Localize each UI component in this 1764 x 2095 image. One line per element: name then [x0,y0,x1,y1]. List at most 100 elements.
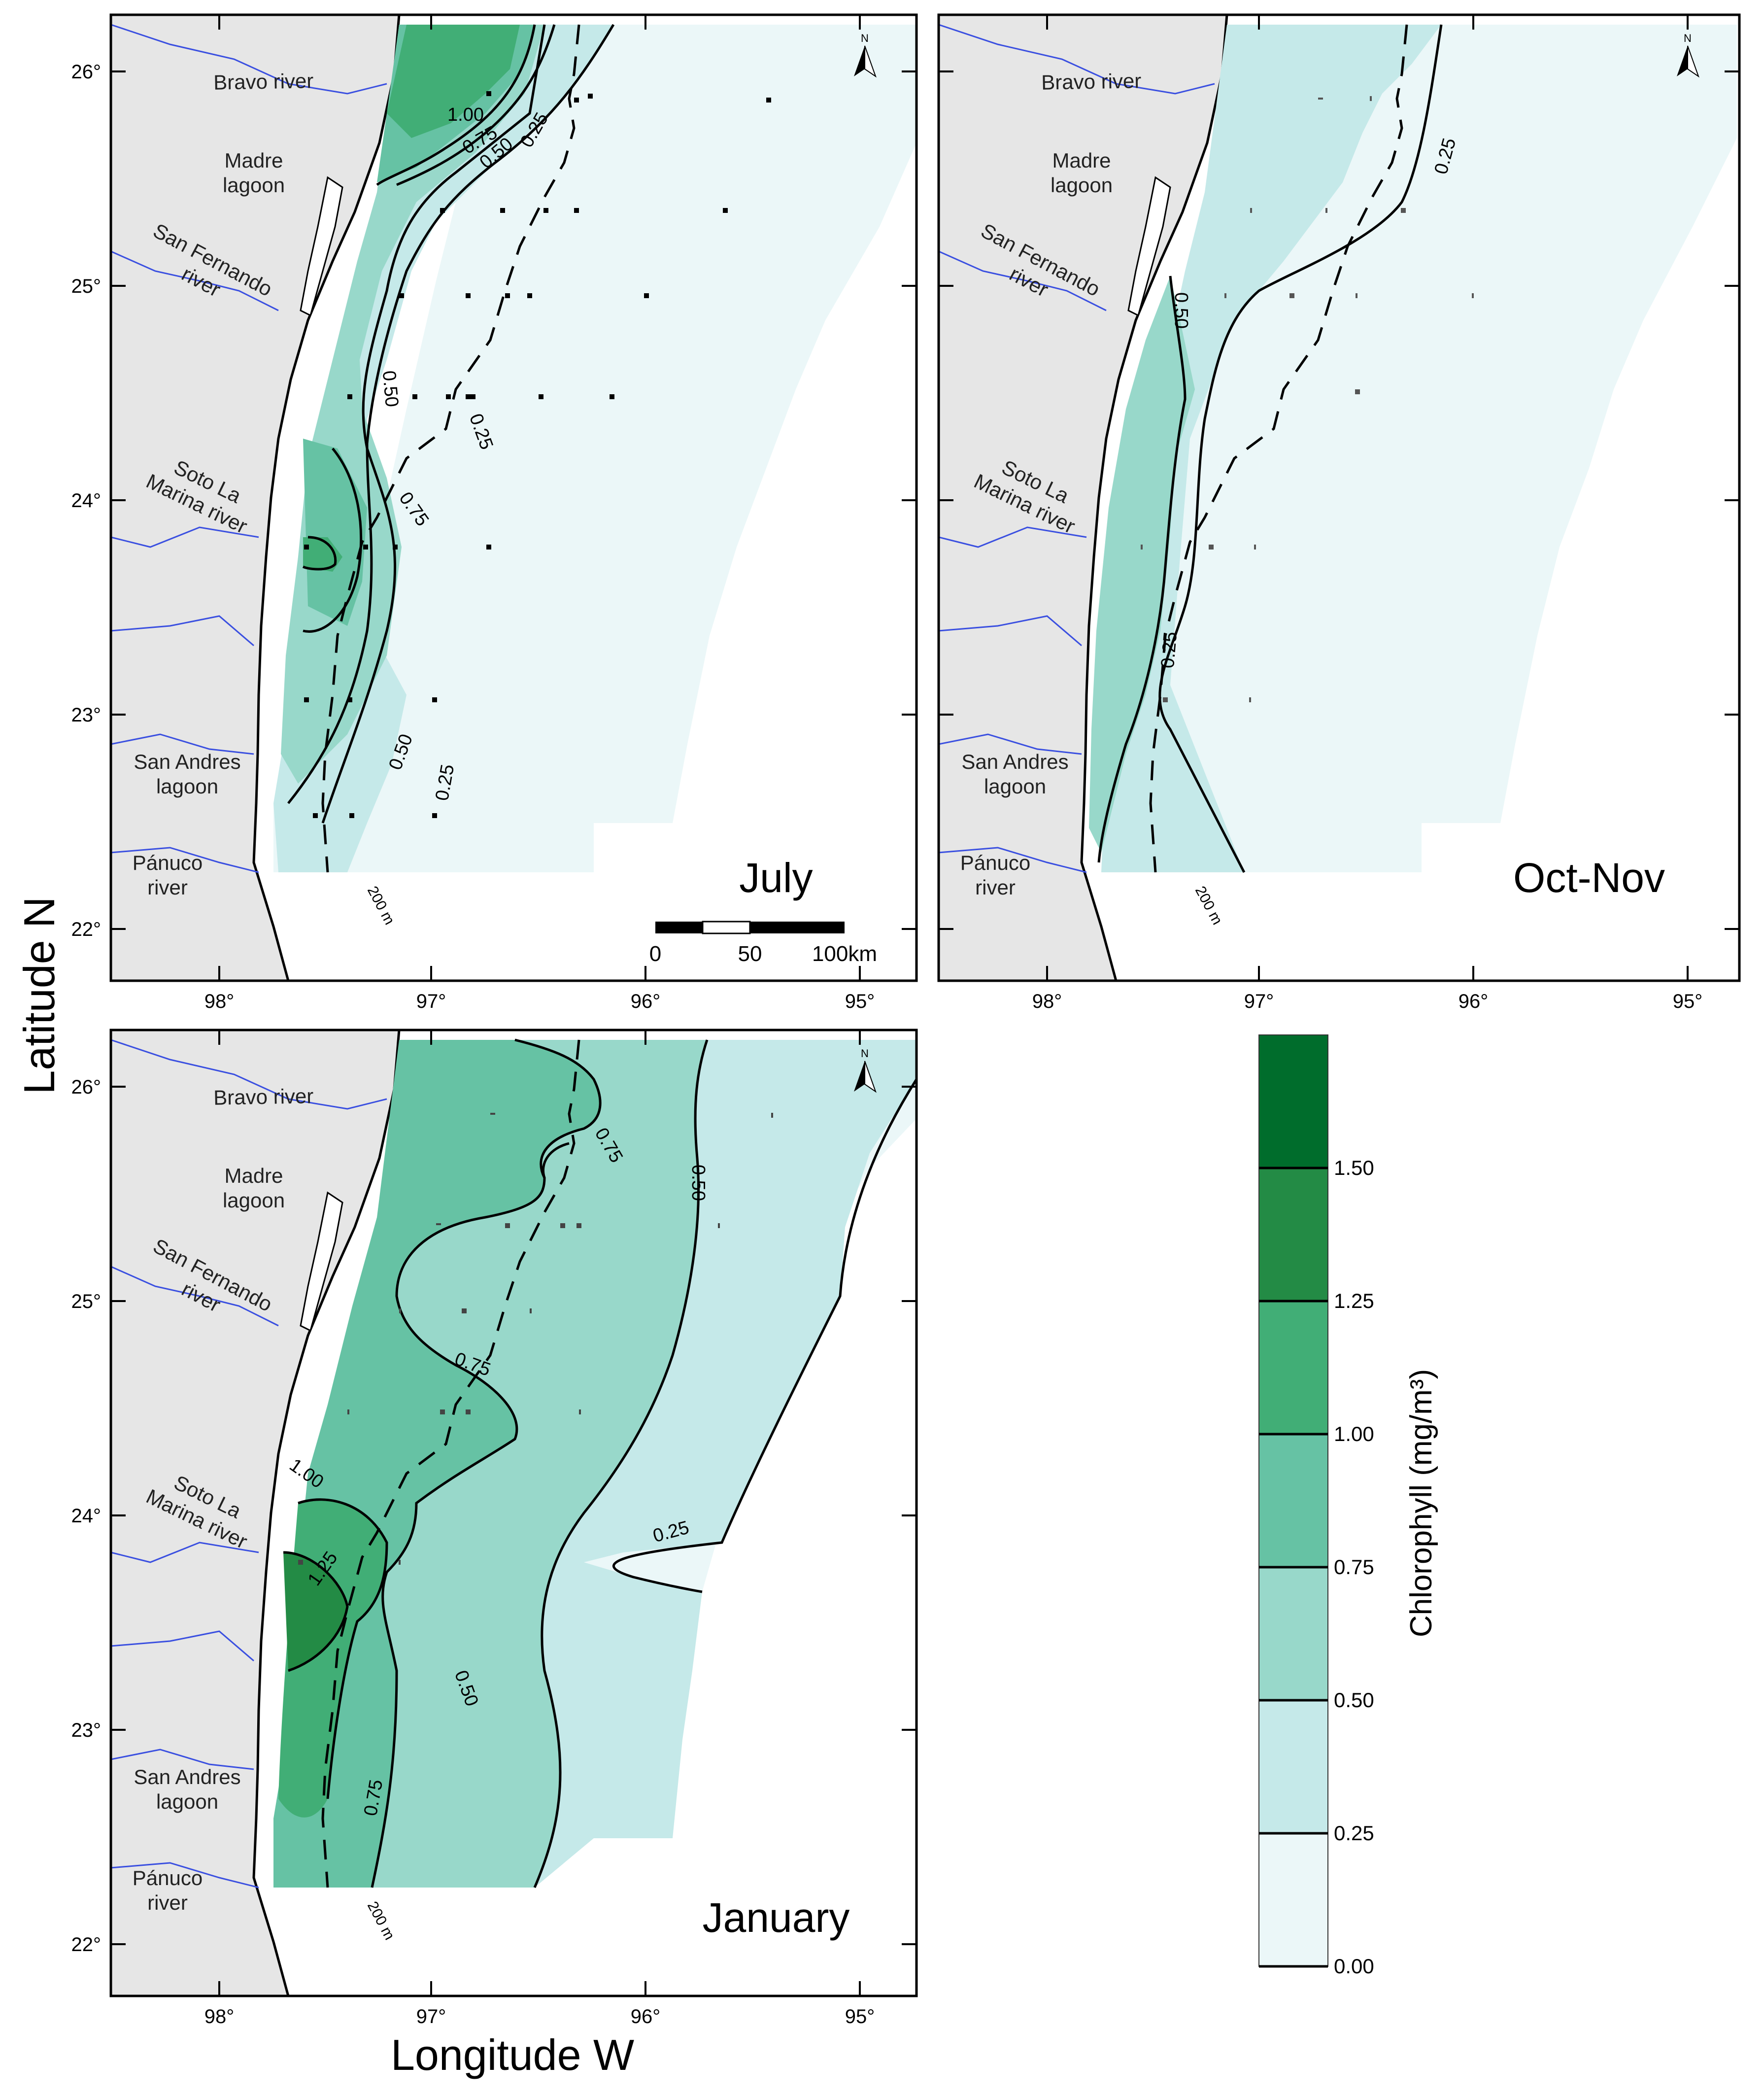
river-line [938,24,1215,95]
zone-0.00-0.25 [273,25,916,872]
lon-tick-label: 96° [1459,991,1489,1012]
panel-title-octnov: Oct-Nov [1513,855,1665,901]
river-line [110,1862,259,1889]
lon-tick-label: 95° [845,2006,875,2027]
contour-label: 0.25 [1157,631,1181,669]
colorbar-bin [1259,1301,1328,1434]
zone-0.50-0.75 [372,1040,707,1888]
svg-text:Madre: Madre [224,1164,283,1187]
svg-text:Madre: Madre [1052,149,1111,172]
river-line [110,1630,254,1662]
zone-0.50-0.75 [1089,276,1195,853]
north-arrow-label: N [861,1047,869,1060]
lon-tick-label: 96° [631,991,661,1012]
isobath-200m [321,24,580,873]
river-line [110,615,254,647]
svg-text:lagoon: lagoon [223,173,285,197]
lat-tick-label: 26° [71,61,102,83]
svg-text:lagoon: lagoon [156,775,218,798]
zone-0.25-0.50 [535,1040,916,1888]
colorbar-bin [1259,1434,1328,1567]
scale-bar-label: 0 [649,942,661,966]
zone-0.75-1.00 [273,1040,601,1888]
lon-tick-label: 96° [631,2006,661,2027]
river-line [110,1749,254,1770]
lat-tick-label: 23° [71,704,102,726]
sample-stations [1141,96,1474,702]
madre-lagoon-shape [1127,176,1171,317]
svg-text:Bravo river: Bravo river [213,1084,314,1109]
lat-tick-label: 22° [71,1934,102,1956]
svg-text:Pánuco: Pánuco [133,1866,203,1889]
x-axis-title: Longitude W [391,2030,634,2079]
colorbar-bin [1259,1700,1328,1833]
svg-text:San Andres: San Andres [134,1765,240,1788]
svg-text:Madre: Madre [224,149,283,172]
river-line [110,733,254,755]
sample-stations [304,91,771,818]
panel-frame [109,13,918,982]
panel-frame [109,1029,918,1997]
lon-tick-label: 97° [1244,991,1274,1012]
lat-tick-label: 26° [71,1076,102,1098]
colorbar-tick-label: 1.00 [1334,1422,1374,1445]
svg-text:San Andres: San Andres [134,750,240,773]
river-line [110,250,279,311]
lon-tick-label: 98° [1032,991,1062,1012]
contour-label: 0.50 [688,1165,709,1201]
zone-0.00-0.25 [1170,25,1737,872]
svg-text:river: river [975,876,1016,899]
contour-lines [1097,24,1443,873]
contour-lines [287,24,615,824]
north-arrow-label: N [1684,32,1692,44]
north-arrow-half [1687,45,1699,78]
river-line [110,1039,387,1110]
svg-text:river: river [147,876,188,899]
colorbar-bin [1259,1833,1328,1966]
sample-stations [298,1113,773,1565]
colorbar-tick-label: 1.25 [1334,1289,1374,1312]
colorbar-tick-label: 1.50 [1334,1156,1374,1179]
colorbar-tick-label: 0.00 [1334,1955,1374,1978]
map-panel-january [109,1029,918,1997]
madre-lagoon-shape [300,176,343,317]
isobath-200m [321,1039,580,1888]
svg-text:lagoon: lagoon [1051,173,1113,197]
colorbar-tick-label: 0.75 [1334,1555,1374,1579]
river-line [110,526,259,548]
lon-tick-label: 97° [416,991,446,1012]
svg-text:Pánuco: Pánuco [133,851,203,874]
colorbar-title: Chlorophyll (mg/m³) [1404,1369,1438,1637]
scale-bar-label: 100km [812,942,877,966]
lat-tick-label: 24° [71,1505,102,1527]
lon-tick-label: 95° [1673,991,1703,1012]
place-label-bravo: Bravo river [213,1084,314,1109]
isobath-200m [1149,24,1408,873]
panel-title-july: July [739,855,813,901]
svg-text:Bravo river: Bravo river [213,69,314,94]
place-label-bravo: Bravo river [213,69,314,94]
river-line [938,250,1107,311]
panel-frame [937,13,1741,982]
colorbar-tick-label: 0.25 [1334,1821,1374,1845]
river-line [110,1542,259,1563]
lon-tick-label: 98° [204,2006,235,2027]
map-panel-octnov [937,13,1739,982]
river-line [938,733,1082,755]
colorbar: 0.00 0.25 0.50 0.75 1.00 1.25 1.50 Chlorophyll … [1258,1034,1438,1978]
lon-tick-label: 98° [204,991,235,1012]
svg-text:San Andres: San Andres [961,750,1068,773]
y-axis-title: Latitude N [15,896,64,1094]
panel-title-january: January [703,1894,850,1941]
north-arrow-label: N [861,32,869,44]
madre-lagoon-shape [300,1191,343,1332]
place-label-bravo: Bravo river [1041,69,1142,94]
lat-tick-label: 23° [71,1719,102,1741]
